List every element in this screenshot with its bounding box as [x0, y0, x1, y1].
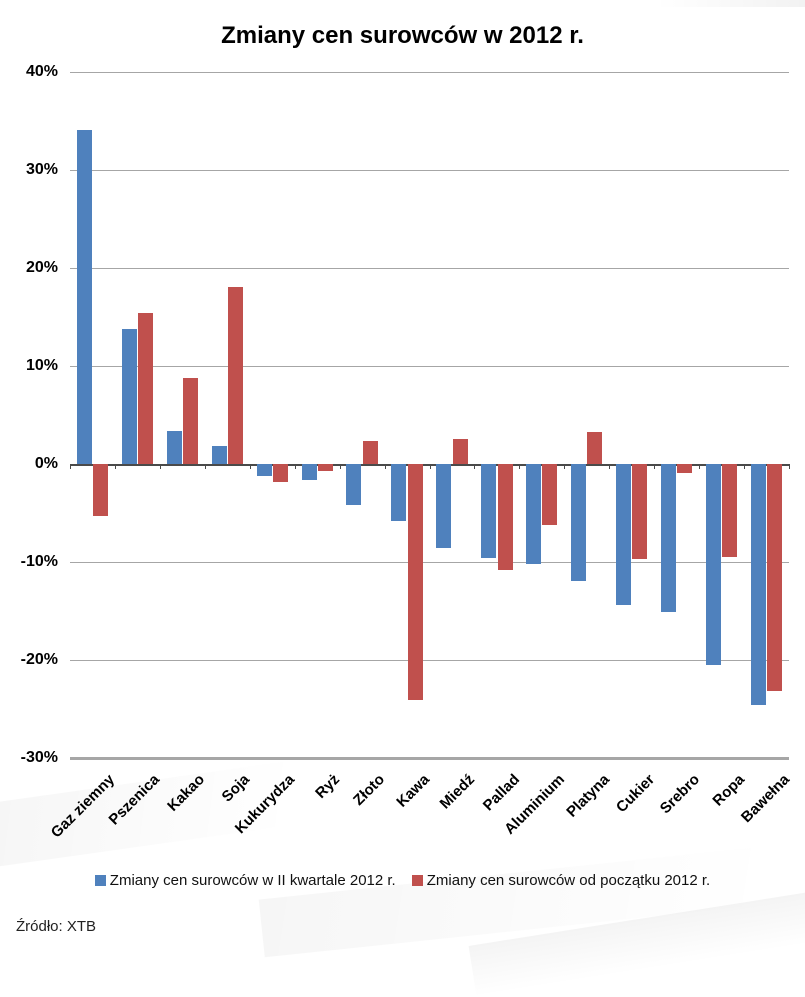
bar-miedz-q2-2012 [436, 464, 452, 549]
bar-srebro-q2-2012 [661, 464, 677, 612]
gridline--10pct [70, 562, 789, 563]
legend-marker-q2-2012 [94, 875, 106, 886]
chart-legend: Zmiany cen surowców w II kwartale 2012 r… [0, 872, 805, 889]
bar-soja-q2-2012 [211, 446, 227, 464]
gridline-20pct [70, 268, 789, 269]
x-axis-tick [249, 464, 251, 469]
gridline--30pct [70, 757, 789, 760]
bar-platyna-ytd-2012 [587, 431, 603, 464]
bar-ryz-q2-2012 [301, 464, 317, 480]
legend-marker-ytd-2012 [411, 875, 423, 886]
bar-kakao-ytd-2012 [182, 377, 198, 464]
y-axis-label-40pct: 40% [25, 63, 58, 80]
bar-aluminium-q2-2012 [526, 464, 542, 564]
x-axis-tick [294, 464, 296, 469]
source-note: Źródło: XTB [16, 918, 97, 935]
bar-gaz-ziemny-q2-2012 [76, 129, 92, 464]
bar-platyna-q2-2012 [571, 464, 587, 581]
bar-kakao-q2-2012 [166, 430, 182, 464]
y-axis-label--30pct: -30% [20, 749, 58, 766]
bar-ropa-q2-2012 [705, 464, 721, 665]
bar-bawelna-ytd-2012 [767, 464, 783, 692]
x-axis-tick [429, 464, 431, 469]
y-axis-label-20pct: 20% [25, 259, 58, 276]
x-axis-tick [564, 464, 566, 469]
x-axis-tick [159, 464, 161, 469]
y-axis-label--10pct: -10% [20, 553, 58, 570]
bar-zloto-ytd-2012 [362, 441, 378, 464]
legend-label-q2-2012: Zmiany cen surowców w II kwartale 2012 r… [109, 872, 396, 889]
bar-pszenica-q2-2012 [121, 328, 137, 464]
legend-label-ytd-2012: Zmiany cen surowców od początku 2012 r. [426, 872, 711, 889]
bar-ropa-ytd-2012 [722, 464, 738, 558]
legend-item-q2-2012: Zmiany cen surowców w II kwartale 2012 r… [94, 872, 396, 889]
gridline-40pct [70, 72, 789, 73]
x-axis-tick [744, 464, 746, 469]
x-axis-tick [384, 464, 386, 469]
bar-kawa-q2-2012 [391, 464, 407, 521]
bar-srebro-ytd-2012 [677, 464, 693, 473]
x-axis-tick [789, 464, 790, 469]
x-axis-tick [114, 464, 116, 469]
bar-aluminium-ytd-2012 [542, 464, 558, 525]
x-axis-tick [699, 464, 701, 469]
bar-pallad-q2-2012 [481, 464, 497, 559]
x-axis-tick [339, 464, 341, 469]
chart-title: Zmiany cen surowców w 2012 r. [221, 22, 584, 49]
x-axis-tick [70, 464, 71, 469]
bar-bawelna-q2-2012 [750, 464, 766, 706]
bar-kukurydza-q2-2012 [256, 464, 272, 476]
bar-miedz-ytd-2012 [452, 438, 468, 464]
y-axis-label-10pct: 10% [25, 357, 58, 374]
bar-cukier-ytd-2012 [632, 464, 648, 560]
bar-kukurydza-ytd-2012 [272, 464, 288, 482]
x-axis-tick [474, 464, 476, 469]
bar-zloto-q2-2012 [346, 464, 362, 506]
x-axis-tick [609, 464, 611, 469]
bar-gaz-ziemny-ytd-2012 [93, 464, 109, 516]
legend-item-ytd-2012: Zmiany cen surowców od początku 2012 r. [411, 872, 711, 889]
bar-cukier-q2-2012 [616, 464, 632, 606]
x-axis-tick [204, 464, 206, 469]
x-axis-tick [654, 464, 656, 469]
y-axis-label-30pct: 30% [25, 161, 58, 178]
bar-pallad-ytd-2012 [497, 464, 513, 570]
gridline-10pct [70, 366, 789, 367]
bar-pszenica-ytd-2012 [138, 313, 153, 464]
bar-soja-ytd-2012 [227, 286, 243, 464]
gridline--20pct [70, 660, 789, 661]
plot-area: 40% 30% 20% 10% 0% -10% -20% -30% Gaz ziemny Psze… [20, 63, 793, 841]
x-axis-tick [519, 464, 521, 469]
bar-ryz-ytd-2012 [317, 464, 333, 471]
bar-kawa-ytd-2012 [407, 464, 423, 701]
gridline-30pct [70, 170, 789, 171]
y-axis-label-0pct: 0% [34, 455, 58, 472]
y-axis-label--20pct: -20% [20, 651, 58, 668]
